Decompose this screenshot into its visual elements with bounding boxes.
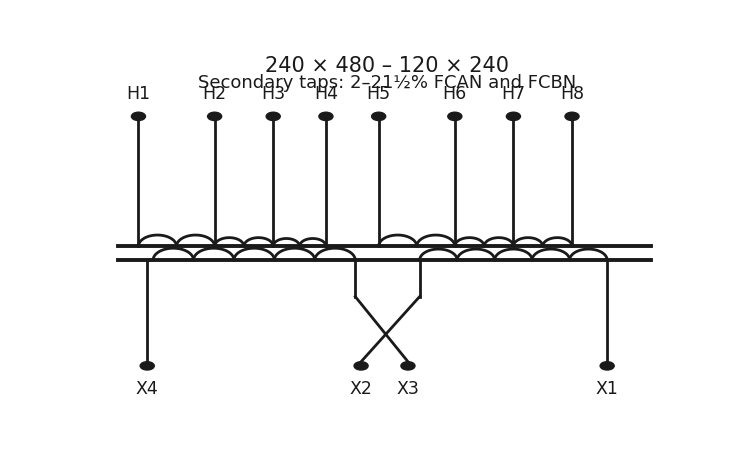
Circle shape bbox=[132, 112, 145, 121]
Circle shape bbox=[208, 112, 222, 121]
Text: 240 × 480 – 120 × 240: 240 × 480 – 120 × 240 bbox=[265, 56, 510, 76]
Circle shape bbox=[266, 112, 280, 121]
Circle shape bbox=[319, 112, 333, 121]
Text: H6: H6 bbox=[443, 85, 467, 103]
Text: X4: X4 bbox=[136, 380, 159, 398]
Text: H1: H1 bbox=[126, 85, 150, 103]
Text: X3: X3 bbox=[396, 380, 420, 398]
Circle shape bbox=[507, 112, 520, 121]
Circle shape bbox=[372, 112, 386, 121]
Circle shape bbox=[401, 362, 415, 370]
Text: X2: X2 bbox=[349, 380, 373, 398]
Text: H4: H4 bbox=[314, 85, 338, 103]
Text: H2: H2 bbox=[203, 85, 227, 103]
Circle shape bbox=[140, 362, 154, 370]
Circle shape bbox=[565, 112, 579, 121]
Text: H5: H5 bbox=[367, 85, 391, 103]
Text: X1: X1 bbox=[596, 380, 618, 398]
Text: Secondary taps: 2–21½% FCAN and FCBN: Secondary taps: 2–21½% FCAN and FCBN bbox=[198, 74, 577, 92]
Text: H7: H7 bbox=[501, 85, 525, 103]
Text: H3: H3 bbox=[261, 85, 285, 103]
Circle shape bbox=[600, 362, 614, 370]
Circle shape bbox=[448, 112, 462, 121]
Circle shape bbox=[354, 362, 368, 370]
Text: H8: H8 bbox=[560, 85, 584, 103]
